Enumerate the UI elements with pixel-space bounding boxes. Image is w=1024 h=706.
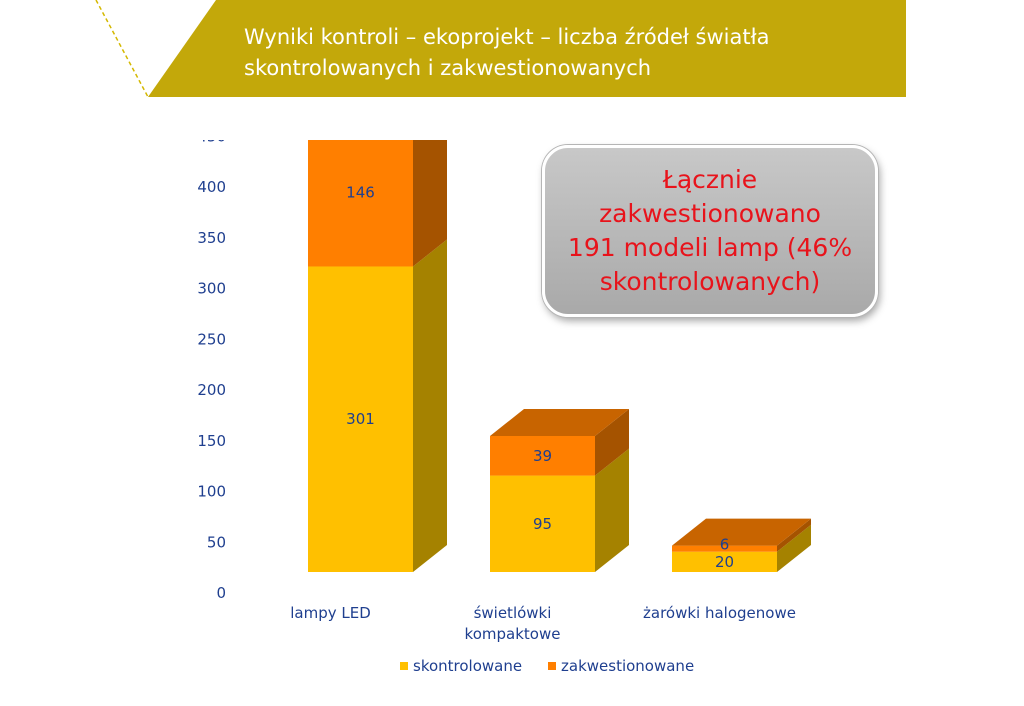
y-tick-label-100: 100 bbox=[197, 483, 226, 501]
bar-top-2 bbox=[672, 518, 811, 546]
y-tick-label-400: 400 bbox=[197, 178, 226, 196]
stacked-bar-chart: 0 50 100 150 200 250 300 350 400 450 301 146 lampy L… bbox=[197, 140, 811, 643]
slide-title-line-2: skontrolowanych i zakwestionowanych bbox=[244, 56, 652, 80]
bar-side-0-0 bbox=[413, 239, 447, 573]
data-label-1-1: 39 bbox=[533, 447, 552, 465]
y-tick-label-150: 150 bbox=[197, 432, 226, 450]
bar-segment-2-1 bbox=[672, 545, 777, 552]
data-label-0-0: 301 bbox=[346, 410, 375, 428]
bar-segment-0-0 bbox=[308, 266, 413, 572]
legend-label-skontrolowane: skontrolowane bbox=[413, 657, 523, 675]
y-tick-label-200: 200 bbox=[197, 381, 226, 399]
bar-side-2-1 bbox=[777, 518, 811, 552]
y-tick-label-250: 250 bbox=[197, 330, 226, 348]
callout-line-4: skontrolowanych) bbox=[599, 267, 821, 296]
data-label-2-1: 6 bbox=[720, 536, 730, 554]
legend-item-skontrolowane: skontrolowane bbox=[400, 657, 522, 675]
bar-segment-2-0 bbox=[672, 551, 777, 572]
slide-title: Wyniki kontroli – ekoprojekt – liczba źr… bbox=[244, 22, 884, 84]
data-label-2-0: 20 bbox=[715, 553, 734, 571]
bar-side-2-0 bbox=[777, 524, 811, 572]
banner-background bbox=[148, 0, 906, 97]
bar-segment-1-0 bbox=[490, 475, 595, 572]
category-label-1-1: kompaktowe bbox=[465, 625, 561, 643]
slide-title-line-1: Wyniki kontroli – ekoprojekt – liczba źr… bbox=[244, 25, 770, 49]
title-banner: Wyniki kontroli – ekoprojekt – liczba źr… bbox=[0, 0, 1024, 110]
bar-top-1 bbox=[490, 408, 629, 436]
legend-label-zakwestionowane: zakwestionowane bbox=[561, 657, 695, 675]
decorative-dashed-line bbox=[95, 0, 149, 98]
summary-callout: Łącznie zakwestionowano 191 modeli lamp … bbox=[542, 145, 878, 317]
legend-swatch-zakwestionowane bbox=[548, 662, 556, 670]
bar-segment-1-1 bbox=[490, 435, 595, 476]
callout-line-2: zakwestionowano bbox=[599, 199, 821, 228]
y-tick-label-50: 50 bbox=[207, 533, 226, 551]
y-tick-label-0: 0 bbox=[216, 584, 226, 602]
category-label-2-0: żarówki halogenowe bbox=[643, 604, 796, 622]
legend-swatch-skontrolowane bbox=[400, 662, 408, 670]
bar-segment-0-1 bbox=[308, 140, 413, 267]
callout-line-1: Łącznie bbox=[662, 165, 758, 194]
y-tick-label-350: 350 bbox=[197, 229, 226, 247]
y-tick-label-450: 450 bbox=[197, 140, 226, 145]
bar-side-0-1 bbox=[413, 140, 447, 267]
y-tick-label-300: 300 bbox=[197, 280, 226, 298]
category-label-1-0: świetlówki bbox=[474, 604, 552, 622]
legend-item-zakwestionowane: zakwestionowane bbox=[548, 657, 694, 675]
category-label-0-0: lampy LED bbox=[290, 604, 371, 622]
data-label-1-0: 95 bbox=[533, 515, 552, 533]
callout-line-3: 191 modeli lamp (46% bbox=[567, 233, 853, 262]
title-banner-shape bbox=[95, 0, 906, 98]
bar-side-1-0 bbox=[595, 448, 629, 572]
data-label-0-1: 146 bbox=[346, 183, 375, 201]
bar-side-1-1 bbox=[595, 408, 629, 476]
